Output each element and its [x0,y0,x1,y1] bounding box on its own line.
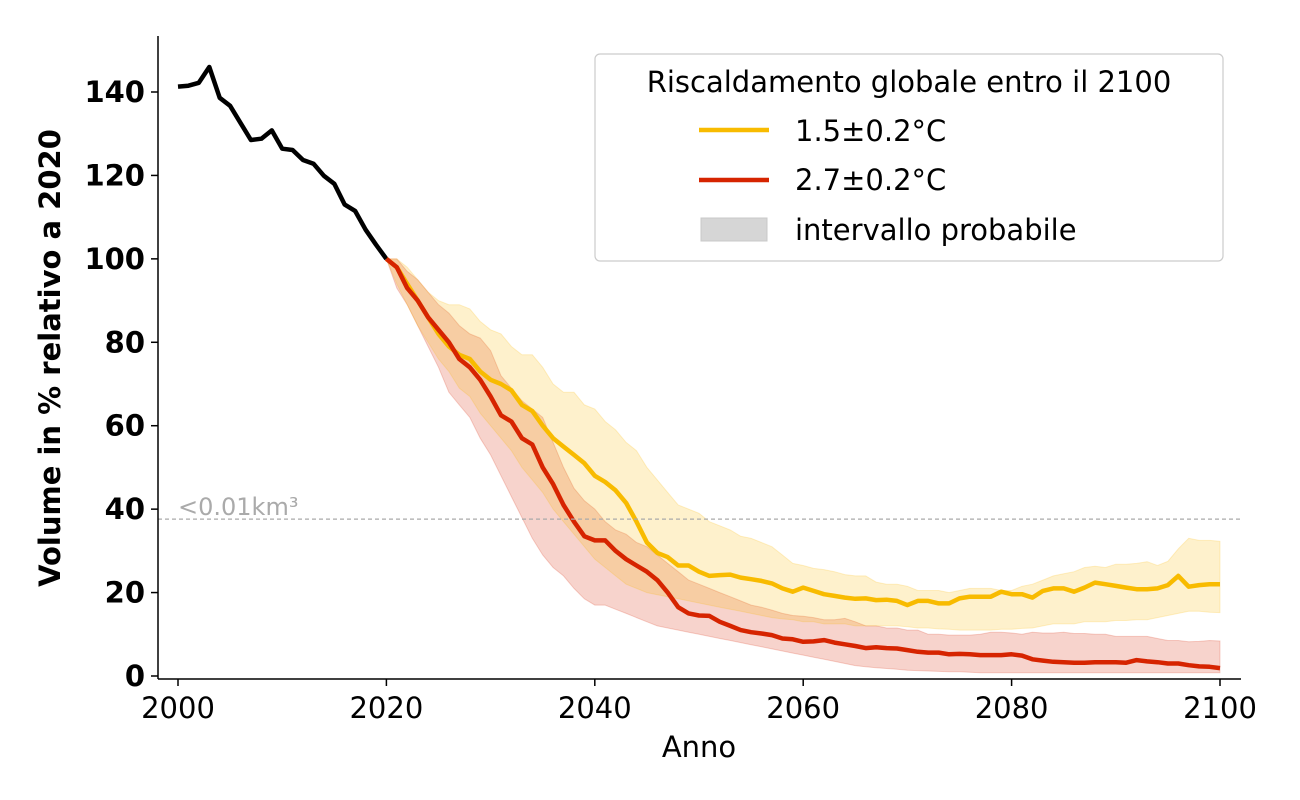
y-tick-label: 140 [84,75,145,109]
y-ticks: 0 20 40 60 80 100 120 140 [84,75,158,693]
legend-title: Riscaldamento globale entro il 2100 [647,65,1172,99]
legend-frame [594,53,1224,262]
line-storico [177,64,389,261]
threshold-annotation: <0.01km³ [158,493,1241,521]
uncertainty-bands [385,258,1221,674]
x-tick-label: 2040 [558,691,632,725]
y-tick-label: 60 [105,409,145,443]
band-1-5-0-2-C [385,258,1221,631]
line-1-5-0-2-C [384,257,1220,608]
y-tick-label: 80 [105,325,145,359]
axes [157,36,1241,680]
y-tick-label: 20 [105,576,145,610]
legend-label-2-7c: 2.7±0.2°C [795,163,946,197]
legend-swatch-likely-range [700,217,768,242]
y-tick-label: 40 [105,492,145,526]
x-axis-label: Anno [662,730,736,764]
legend-label-1-5c: 1.5±0.2°C [795,114,946,148]
band-2-7-0-2-C [385,258,1221,674]
x-tick-label: 2000 [141,691,215,725]
line-2-7-0-2-C [384,257,1221,671]
x-tick-label: 2100 [1183,691,1257,725]
x-tick-label: 2060 [766,691,840,725]
legend: Riscaldamento globale entro il 2100 1.5±… [594,53,1224,262]
x-ticks: 2000 2020 2040 2060 2080 2100 [141,679,1257,725]
series-lines [177,64,1221,671]
y-axis-label: Volume in % relativo a 2020 [33,129,67,587]
threshold-label: <0.01km³ [178,493,298,521]
y-tick-label: 0 [125,659,145,693]
x-tick-label: 2020 [349,691,423,725]
y-tick-label: 100 [84,242,145,276]
x-tick-label: 2080 [975,691,1049,725]
legend-label-likely-range: intervallo probabile [795,213,1077,247]
y-tick-label: 120 [84,158,145,192]
